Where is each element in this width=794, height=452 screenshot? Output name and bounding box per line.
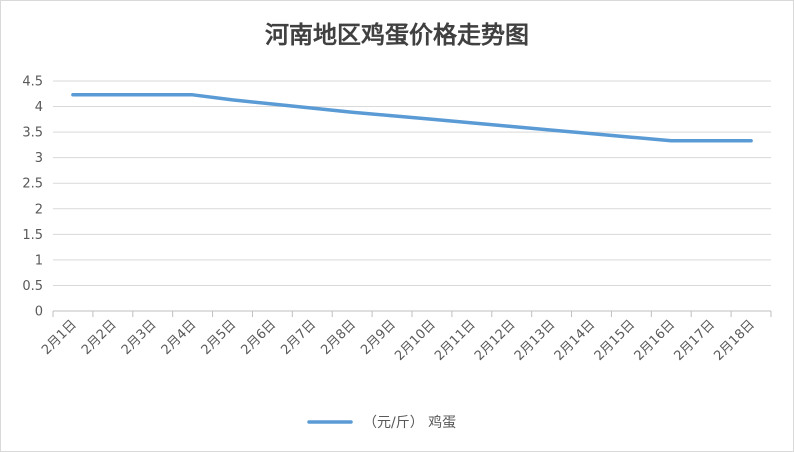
series-line-0	[71, 93, 753, 143]
y-tick-label: 3.5	[22, 126, 43, 141]
x-tick-label: 2月10日	[392, 317, 439, 364]
x-tick-label: 2月2日	[79, 317, 120, 358]
x-tick-label: 2月5日	[199, 317, 240, 358]
x-tick-label: 2月11日	[432, 317, 479, 364]
x-tick-label: 2月1日	[39, 317, 80, 358]
y-tick-label: 0.5	[22, 279, 43, 294]
x-tick-label: 2月14日	[552, 317, 599, 364]
y-axis-ticks: 0 0.5 1 1.5 2 2.5 3 3.5 4 4.5	[22, 75, 43, 320]
legend: （元/斤） 鸡蛋	[307, 414, 456, 431]
x-tick-label: 2月18日	[711, 317, 758, 364]
y-tick-label: 4.5	[22, 75, 43, 90]
grid-lines	[53, 80, 771, 312]
y-tick-label: 2.5	[22, 177, 43, 192]
y-tick-label: 3	[35, 151, 43, 166]
legend-label: （元/斤） 鸡蛋	[363, 414, 456, 431]
x-tick-label: 2月13日	[512, 317, 559, 364]
x-tick-label: 2月6日	[239, 317, 280, 358]
x-tick-label: 2月7日	[278, 317, 319, 358]
y-tick-label: 1	[35, 253, 43, 268]
y-tick-label: 0	[35, 305, 43, 320]
x-tick-label: 2月12日	[472, 317, 519, 364]
x-tick-label: 2月15日	[592, 317, 639, 364]
y-tick-label: 4	[35, 100, 43, 115]
y-tick-label: 1.5	[22, 228, 43, 243]
x-axis-ticks: 2月1日 2月2日 2月3日 2月4日 2月5日 2月6日 2月7日 2月8日 2月9日2月10…	[39, 311, 772, 364]
x-tick-label: 2月8日	[318, 317, 359, 358]
y-tick-label: 2	[35, 202, 43, 217]
x-tick-label: 2月17日	[671, 317, 718, 364]
series-layer	[71, 93, 753, 143]
x-tick-label: 2月3日	[119, 317, 160, 358]
x-tick-label: 2月16日	[632, 317, 679, 364]
x-tick-label: 2月4日	[159, 317, 200, 358]
chart-title: 河南地区鸡蛋价格走势图	[265, 21, 529, 49]
